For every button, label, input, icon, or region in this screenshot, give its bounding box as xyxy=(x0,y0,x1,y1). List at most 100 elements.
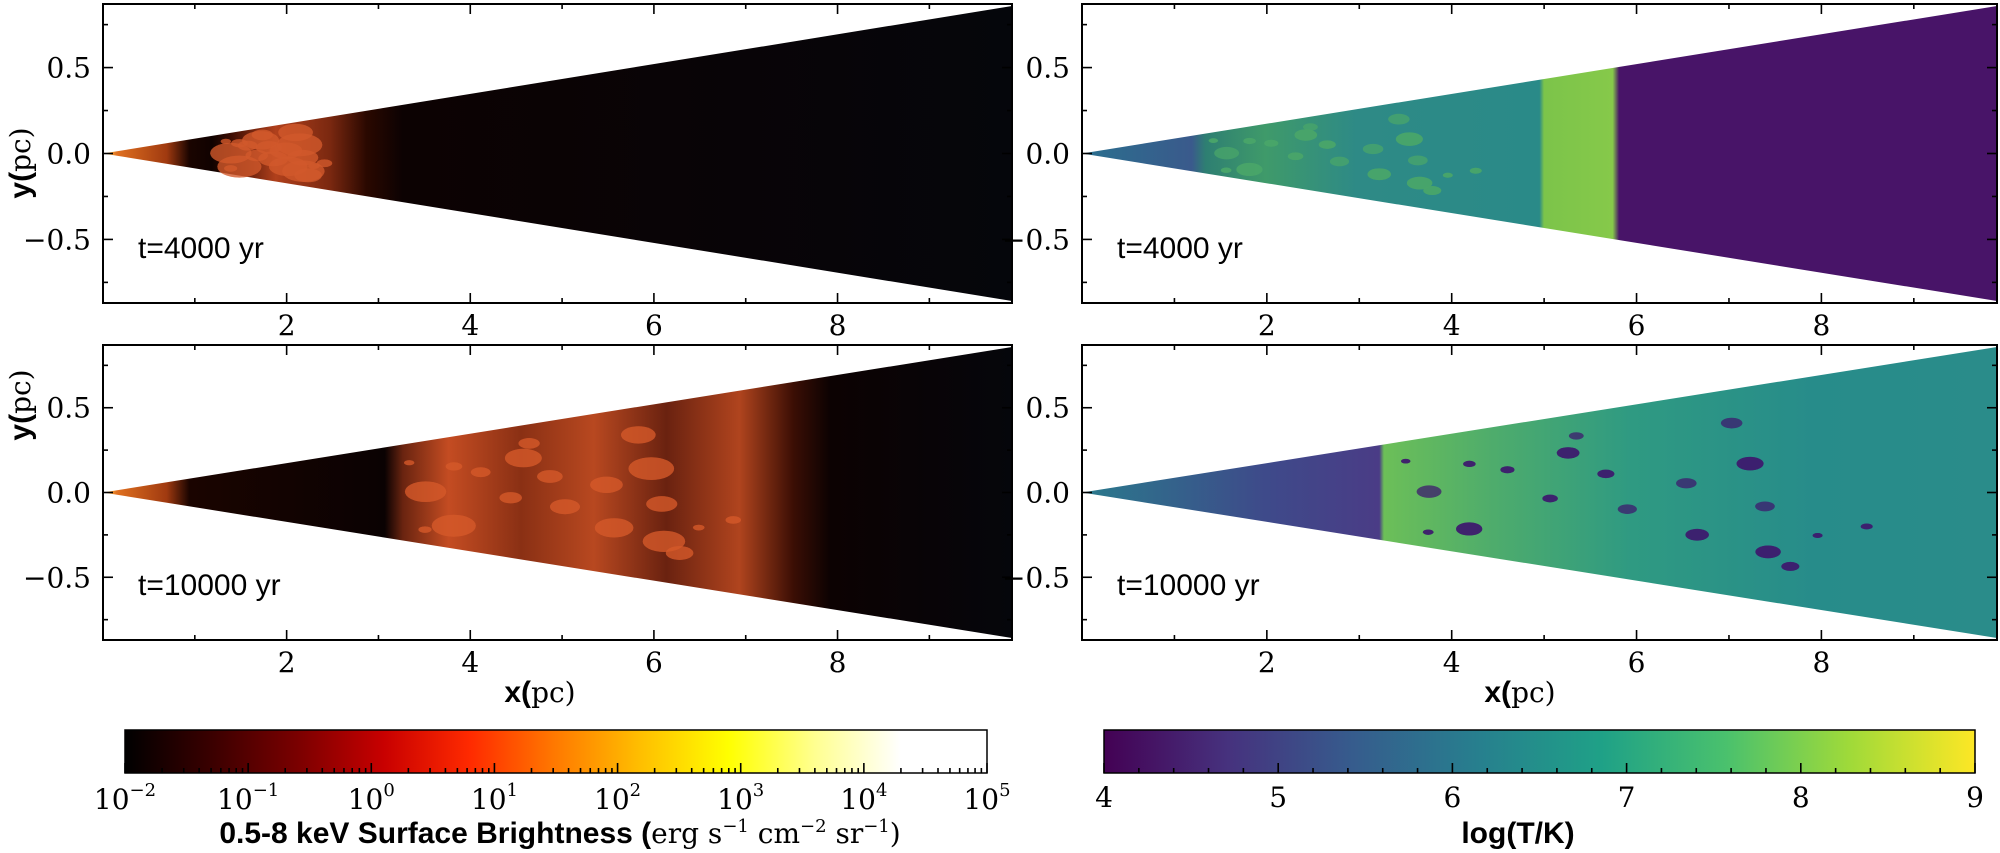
y-tick-label: 0.0 xyxy=(1025,138,1070,171)
turbulence-blob xyxy=(518,438,540,449)
simulation-wedge xyxy=(103,6,1012,301)
x-tick-label: 2 xyxy=(1258,646,1276,679)
y-tick-label: 0.5 xyxy=(46,392,91,425)
colorbar-xray: 10−2 10−1 100 101 102 103 104 105 xyxy=(94,729,1011,816)
turbulence-blob xyxy=(725,516,742,524)
turbulence-blob xyxy=(1318,140,1336,149)
turbulence-blob xyxy=(1685,528,1709,541)
turbulence-blob xyxy=(1597,469,1615,479)
time-label: t=10000 yr xyxy=(1117,569,1260,602)
turbulence-blob xyxy=(1755,545,1781,559)
x-tick-label: 4 xyxy=(461,646,479,679)
turbulence-blob xyxy=(1463,460,1476,468)
turbulence-blob xyxy=(1407,155,1428,166)
colorbar-temperature-tick-label: 8 xyxy=(1792,781,1810,814)
turbulence-blob xyxy=(621,426,656,444)
turbulence-blob xyxy=(1676,478,1697,489)
turbulence-blob xyxy=(1220,167,1232,173)
turbulence-blob xyxy=(1469,167,1482,174)
x-tick-label: 2 xyxy=(1258,309,1276,342)
simulation-wedge xyxy=(103,347,1012,638)
y-tick-label: 0.5 xyxy=(1025,52,1070,85)
turbulence-blob xyxy=(499,492,522,504)
turbulence-blob xyxy=(1287,152,1304,161)
turbulence-blob xyxy=(220,138,232,144)
panel-top-right-temperature: 2 4 6 8 0.5 0.0 −0.5 t=4000 yr xyxy=(1002,3,1998,342)
colorbar-temperature-tick-label: 7 xyxy=(1618,781,1636,814)
turbulence-blob xyxy=(504,448,542,468)
turbulence-blob xyxy=(1236,162,1263,177)
turbulence-blob xyxy=(1362,143,1384,155)
turbulence-blob xyxy=(550,499,580,515)
colorbar-xray-tick-label: 10−2 xyxy=(94,780,156,816)
x-tick-label: 8 xyxy=(829,309,847,342)
turbulence-blob xyxy=(1303,123,1318,131)
turbulence-blob xyxy=(1367,168,1391,181)
turbulence-blob xyxy=(1423,186,1442,196)
x-tick-label: 6 xyxy=(1628,309,1646,342)
colorbar-temperature-title: log(T/K) xyxy=(1461,817,1574,850)
y-tick-label: −0.5 xyxy=(1002,223,1070,256)
turbulence-blob xyxy=(1456,522,1483,536)
turbulence-blob xyxy=(1542,494,1558,503)
colorbar-xray-gradient xyxy=(124,729,988,774)
y-tick-label: −0.5 xyxy=(23,223,91,256)
y-tick-label: 0.5 xyxy=(46,52,91,85)
colorbar-xray-tick-label: 102 xyxy=(594,780,641,816)
turbulence-blob xyxy=(287,149,319,166)
x-tick-label: 4 xyxy=(461,309,479,342)
x-tick-label: 8 xyxy=(1812,646,1830,679)
turbulence-blob xyxy=(1720,417,1743,429)
turbulence-blob xyxy=(1294,129,1318,141)
x-tick-label: 4 xyxy=(1443,646,1461,679)
colorbar-xray-title: 0.5-8 keV Surface Brightness (erg s−1 cm… xyxy=(219,816,900,850)
turbulence-blob xyxy=(1781,561,1800,571)
y-tick-label: 0.0 xyxy=(46,477,91,510)
turbulence-blob xyxy=(1214,146,1240,160)
y-axis-title-top: y(pc) xyxy=(4,127,37,198)
x-tick-label: 2 xyxy=(278,309,296,342)
turbulence-blob xyxy=(1736,456,1764,471)
turbulence-blob xyxy=(594,518,634,538)
colorbar-temperature-tick-label: 5 xyxy=(1269,781,1287,814)
x-axis-title-right: x(pc) xyxy=(1484,676,1555,709)
colorbar-xray-tick-label: 10−1 xyxy=(217,780,279,816)
time-label: t=10000 yr xyxy=(138,569,281,602)
turbulence-blob xyxy=(470,467,491,478)
turbulence-blob xyxy=(1264,139,1279,147)
turbulence-blob xyxy=(1500,466,1515,474)
y-axis-title-bottom: y(pc) xyxy=(4,369,37,440)
colorbar-temperature: 4 5 6 7 8 9 xyxy=(1095,729,1984,814)
colorbar-xray-tick-label: 104 xyxy=(840,780,887,816)
turbulence-blob xyxy=(1860,523,1873,530)
turbulence-blob xyxy=(1406,176,1433,190)
turbulence-blob xyxy=(1243,137,1256,145)
panel-bottom-left-xray: 2 4 6 8 0.5 0.0 −0.5 t=10000 yr xyxy=(23,344,1013,679)
y-tick-label: −0.5 xyxy=(23,561,91,594)
colorbar-temperature-tick-label: 9 xyxy=(1966,781,1984,814)
turbulence-blob xyxy=(1755,501,1775,512)
panel-top-left-xray: 2 4 6 8 0.5 0.0 −0.5 t=4000 yr xyxy=(23,3,1013,342)
colorbar-xray-tick-label: 103 xyxy=(717,780,764,816)
time-label: t=4000 yr xyxy=(138,232,264,265)
turbulence-blob xyxy=(1442,172,1453,178)
x-tick-label: 6 xyxy=(1628,646,1646,679)
turbulence-blob xyxy=(258,151,289,167)
turbulence-blob xyxy=(1812,533,1823,539)
turbulence-blob xyxy=(692,524,705,531)
turbulence-blob xyxy=(628,457,675,481)
turbulence-blob xyxy=(1208,138,1219,143)
y-tick-label: 0.0 xyxy=(46,138,91,171)
time-label: t=4000 yr xyxy=(1117,232,1243,265)
x-axis-title-left: x(pc) xyxy=(504,676,575,709)
turbulence-blob xyxy=(1422,529,1434,535)
colorbar-temperature-tick-label: 4 xyxy=(1095,781,1113,814)
turbulence-blob xyxy=(278,123,313,142)
turbulence-blob xyxy=(1556,447,1580,459)
x-tick-label: 8 xyxy=(829,646,847,679)
turbulence-blob xyxy=(590,476,623,493)
x-tick-label: 6 xyxy=(645,309,663,342)
colorbar-temperature-gradient xyxy=(1103,729,1976,774)
y-tick-label: −0.5 xyxy=(1002,561,1070,594)
